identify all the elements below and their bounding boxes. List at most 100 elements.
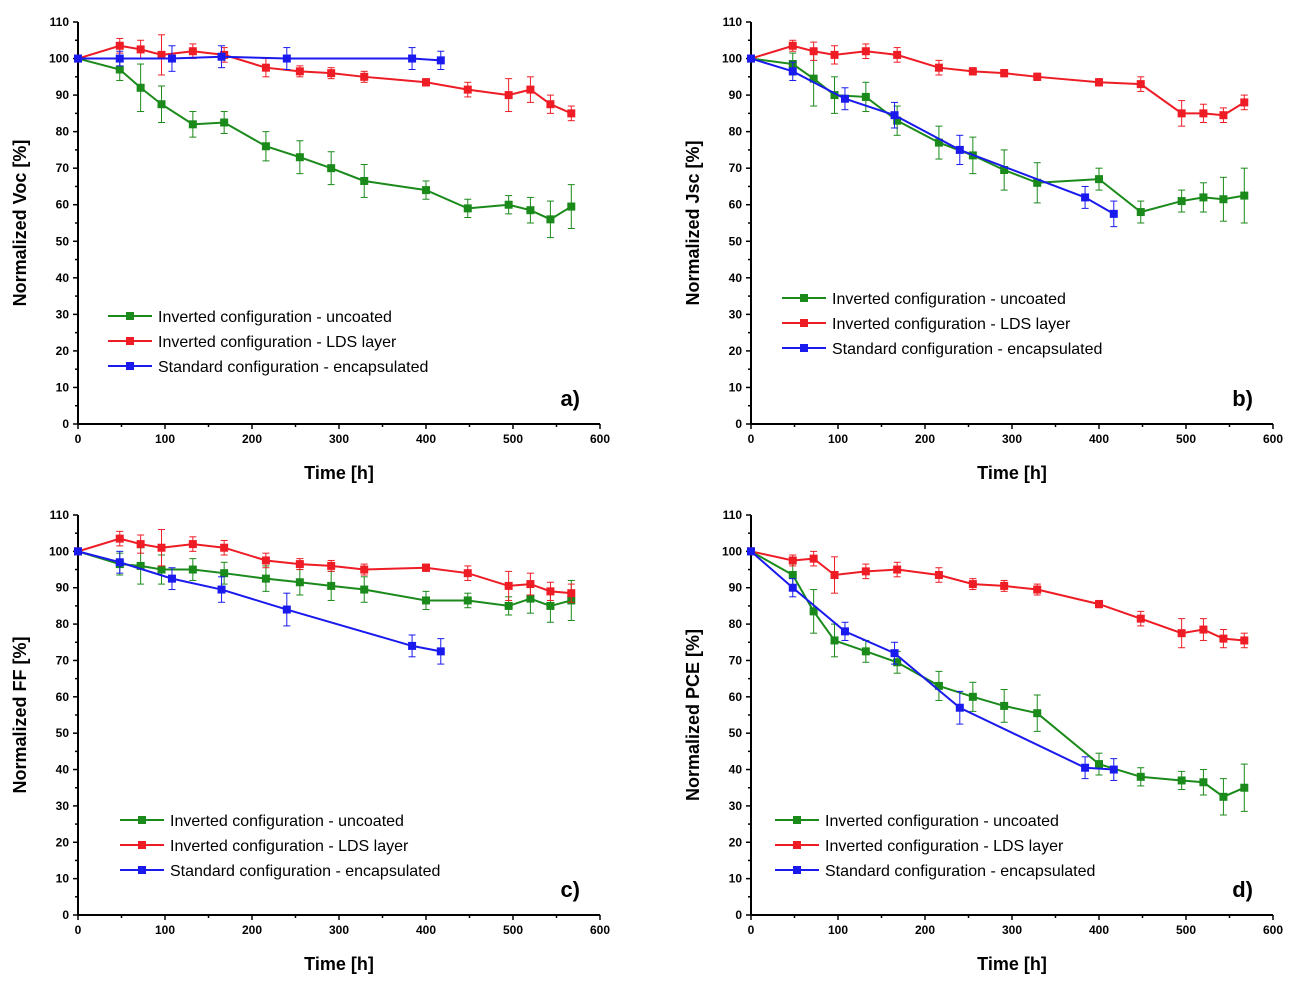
- data-point: [526, 85, 535, 94]
- data-point: [955, 703, 964, 712]
- data-point: [157, 50, 166, 59]
- plot-area: 0 100 200 300 400 500 600 0 10 20 30 40 50 60 70 80 90 10…: [683, 508, 1283, 974]
- x-tick-label: 200: [242, 923, 262, 937]
- y-tick-label: 10: [56, 872, 70, 886]
- y-tick-label: 100: [49, 544, 69, 558]
- legend-item: Standard configuration - encapsulated: [775, 863, 1095, 880]
- data-point: [830, 50, 839, 59]
- data-point: [809, 74, 818, 83]
- legend-item: Standard configuration - encapsulated: [120, 863, 440, 880]
- legend-marker: [126, 312, 134, 320]
- data-point: [261, 556, 270, 565]
- data-point: [282, 54, 291, 63]
- series-line: [750, 550, 1245, 798]
- y-tick-label: 40: [729, 271, 743, 285]
- data-point: [840, 94, 849, 103]
- data-point: [422, 563, 430, 572]
- data-point: [861, 47, 870, 56]
- x-tick-label: 400: [1089, 923, 1109, 937]
- series-line: [78, 55, 441, 62]
- x-tick-label: 600: [590, 432, 610, 446]
- y-tick-label: 90: [729, 88, 743, 102]
- legend-label: Inverted configuration - uncoated: [832, 291, 1066, 308]
- data-point: [115, 54, 124, 63]
- y-tick-label: 110: [723, 508, 743, 522]
- x-tick-label: 500: [503, 923, 523, 937]
- data-point: [261, 142, 270, 151]
- series-line: [750, 44, 1245, 117]
- data-point: [261, 574, 270, 583]
- series-2: [747, 39, 1249, 127]
- y-axis-title: Normalized Voc [%]: [10, 140, 30, 307]
- legend-marker: [138, 816, 146, 824]
- legend-item: Inverted configuration - LDS layer: [782, 316, 1071, 333]
- y-tick-label: 20: [56, 835, 70, 849]
- data-point: [1033, 709, 1042, 718]
- y-tick-label: 50: [56, 726, 70, 740]
- y-tick-label: 80: [729, 125, 743, 139]
- y-tick-label: 110: [50, 15, 70, 29]
- data-point: [893, 116, 902, 125]
- data-point: [1240, 636, 1249, 645]
- chart-panel-1: 0 100 200 300 400 500 600 0 10 20 30 40 50 60 70 80 90 10…: [10, 15, 610, 483]
- data-point: [295, 560, 304, 569]
- data-point: [261, 63, 270, 72]
- data-point: [1219, 111, 1228, 120]
- x-tick-label: 300: [1002, 432, 1022, 446]
- legend-label: Inverted configuration - LDS layer: [832, 316, 1071, 333]
- data-point: [830, 91, 839, 100]
- data-point: [809, 554, 818, 563]
- data-point: [327, 164, 336, 173]
- y-tick-label: 10: [729, 872, 743, 886]
- legend-marker: [126, 337, 134, 345]
- data-point: [1199, 109, 1208, 118]
- data-point: [463, 204, 472, 213]
- series-line: [750, 550, 1114, 771]
- x-axis-title: Time [h]: [977, 954, 1047, 974]
- y-tick-label: 0: [62, 417, 69, 431]
- data-point: [567, 202, 576, 211]
- data-point: [167, 574, 176, 583]
- legend-item: Inverted configuration - uncoated: [120, 813, 404, 830]
- data-point: [1095, 78, 1103, 87]
- series-1: [74, 54, 576, 239]
- data-point: [463, 596, 472, 605]
- data-point: [1000, 581, 1009, 590]
- data-point: [136, 45, 145, 54]
- y-tick-label: 90: [729, 581, 743, 595]
- data-point: [188, 565, 197, 574]
- legend-marker: [793, 816, 801, 824]
- y-tick-label: 70: [56, 161, 70, 175]
- plot-area: 0 100 200 300 400 500 600 0 10 20 30 40 50 60 70 80 90 10…: [683, 15, 1283, 483]
- data-point: [217, 585, 226, 594]
- y-tick-label: 30: [729, 307, 743, 321]
- data-point: [968, 580, 977, 589]
- x-axis-title: Time [h]: [304, 954, 374, 974]
- data-point: [861, 567, 870, 576]
- data-point: [327, 581, 336, 590]
- y-tick-label: 30: [56, 307, 70, 321]
- x-tick-label: 300: [329, 432, 349, 446]
- legend: Inverted configuration - uncoated Inverte…: [775, 813, 1095, 880]
- panel-label: a): [560, 386, 580, 411]
- series-line: [77, 57, 572, 221]
- data-point: [1081, 763, 1090, 772]
- x-tick-label: 100: [828, 432, 848, 446]
- data-point: [295, 153, 304, 162]
- data-point: [1095, 600, 1103, 609]
- data-point: [526, 594, 535, 603]
- legend: Inverted configuration - uncoated Inverte…: [108, 309, 428, 376]
- data-point: [1136, 772, 1145, 781]
- y-tick-label: 0: [62, 908, 69, 922]
- legend-marker: [800, 344, 808, 352]
- data-point: [1219, 195, 1228, 204]
- data-point: [788, 583, 797, 592]
- data-point: [188, 120, 197, 129]
- series-line: [750, 550, 1245, 642]
- series-3: [747, 547, 1118, 781]
- data-point: [861, 92, 870, 101]
- data-point: [295, 67, 304, 76]
- y-tick-label: 70: [729, 653, 743, 667]
- x-tick-label: 100: [155, 923, 175, 937]
